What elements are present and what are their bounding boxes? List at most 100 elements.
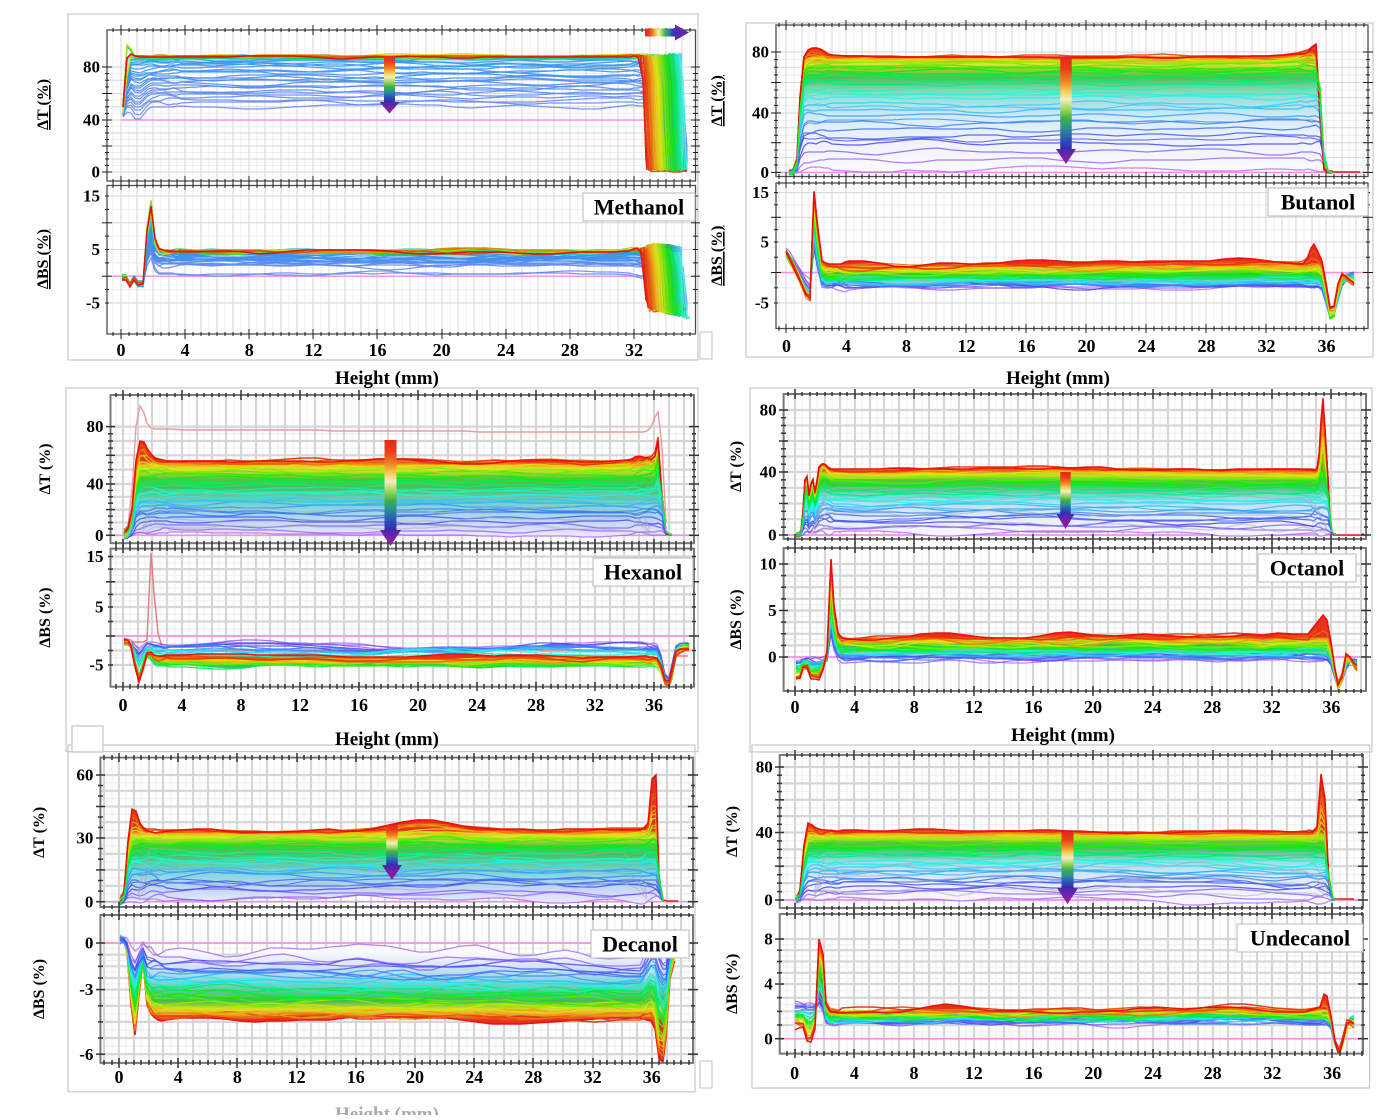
- svg-text:4: 4: [850, 1063, 859, 1083]
- svg-text:28: 28: [524, 1067, 542, 1087]
- svg-text:-6: -6: [79, 1045, 93, 1064]
- svg-text:16: 16: [368, 340, 386, 360]
- svg-text:ΔT (%): ΔT (%): [31, 807, 48, 858]
- svg-text:80: 80: [756, 758, 773, 777]
- svg-text:24: 24: [1144, 1063, 1162, 1083]
- svg-text:32: 32: [586, 695, 604, 715]
- svg-text:4: 4: [181, 340, 190, 360]
- svg-text:28: 28: [561, 340, 579, 360]
- svg-text:0: 0: [761, 163, 770, 182]
- svg-text:ΔT (%): ΔT (%): [709, 75, 726, 126]
- svg-text:4: 4: [842, 336, 851, 356]
- svg-text:-3: -3: [79, 980, 93, 999]
- svg-text:4: 4: [174, 1067, 183, 1087]
- svg-text:80: 80: [83, 58, 100, 77]
- svg-text:12: 12: [965, 1063, 983, 1083]
- svg-text:28: 28: [1204, 1063, 1222, 1083]
- svg-text:8: 8: [910, 1063, 919, 1083]
- svg-text:Decanol: Decanol: [602, 931, 678, 956]
- svg-text:ΔT (%): ΔT (%): [37, 443, 54, 494]
- svg-text:ΔT (%): ΔT (%): [35, 79, 52, 130]
- svg-text:24: 24: [497, 340, 515, 360]
- svg-text:-5: -5: [89, 656, 103, 675]
- svg-text:16: 16: [347, 1067, 365, 1087]
- svg-text:20: 20: [1084, 1063, 1102, 1083]
- svg-text:-5: -5: [755, 294, 769, 313]
- svg-text:20: 20: [1084, 697, 1102, 717]
- svg-text:Height (mm): Height (mm): [335, 1104, 439, 1115]
- svg-text:20: 20: [1078, 336, 1096, 356]
- svg-text:40: 40: [87, 475, 104, 494]
- svg-text:40: 40: [752, 104, 769, 123]
- svg-text:0: 0: [117, 340, 126, 360]
- svg-text:28: 28: [1203, 697, 1221, 717]
- svg-text:0: 0: [92, 163, 101, 182]
- svg-text:32: 32: [1263, 697, 1281, 717]
- svg-text:4: 4: [764, 975, 773, 994]
- svg-text:20: 20: [409, 695, 427, 715]
- svg-text:15: 15: [87, 547, 104, 566]
- svg-text:60: 60: [76, 766, 93, 785]
- svg-text:Octanol: Octanol: [1270, 555, 1345, 580]
- svg-text:16: 16: [350, 695, 368, 715]
- svg-text:ΔT (%): ΔT (%): [724, 806, 741, 857]
- svg-text:32: 32: [584, 1067, 602, 1087]
- svg-text:36: 36: [1318, 336, 1336, 356]
- svg-text:36: 36: [645, 695, 663, 715]
- svg-text:36: 36: [1323, 1063, 1341, 1083]
- svg-text:12: 12: [965, 697, 983, 717]
- svg-text:0: 0: [791, 697, 800, 717]
- svg-text:32: 32: [1263, 1063, 1281, 1083]
- svg-text:ΔBS (%): ΔBS (%): [31, 959, 48, 1019]
- svg-text:8: 8: [233, 1067, 242, 1087]
- svg-text:Height (mm): Height (mm): [1011, 725, 1115, 746]
- svg-text:10: 10: [760, 555, 777, 574]
- svg-text:0: 0: [115, 1067, 124, 1087]
- svg-text:80: 80: [752, 43, 769, 62]
- svg-text:4: 4: [178, 695, 187, 715]
- svg-text:15: 15: [83, 187, 100, 206]
- svg-text:ΔBS (%): ΔBS (%): [728, 589, 745, 649]
- svg-text:8: 8: [902, 336, 911, 356]
- svg-text:ΔBS (%): ΔBS (%): [709, 226, 726, 286]
- svg-text:24: 24: [465, 1067, 483, 1087]
- svg-text:Methanol: Methanol: [594, 194, 684, 219]
- svg-text:0: 0: [85, 892, 94, 911]
- svg-text:0: 0: [119, 695, 128, 715]
- svg-text:12: 12: [304, 340, 322, 360]
- svg-text:20: 20: [433, 340, 451, 360]
- svg-text:40: 40: [756, 823, 773, 842]
- svg-text:0: 0: [85, 934, 94, 953]
- svg-text:ΔBS (%): ΔBS (%): [37, 587, 54, 647]
- svg-text:0: 0: [782, 336, 791, 356]
- svg-text:Hexanol: Hexanol: [604, 559, 682, 584]
- svg-text:16: 16: [1018, 336, 1036, 356]
- svg-text:0: 0: [768, 648, 777, 667]
- svg-text:ΔT (%): ΔT (%): [728, 441, 745, 492]
- svg-text:-5: -5: [86, 294, 100, 313]
- svg-text:5: 5: [92, 240, 101, 259]
- svg-text:Height (mm): Height (mm): [335, 368, 439, 389]
- svg-text:0: 0: [790, 1063, 799, 1083]
- svg-text:8: 8: [237, 695, 246, 715]
- svg-text:0: 0: [764, 1029, 773, 1048]
- svg-text:ΔBS (%): ΔBS (%): [35, 229, 52, 289]
- svg-text:Height (mm): Height (mm): [335, 729, 439, 750]
- svg-text:16: 16: [1024, 1063, 1042, 1083]
- svg-text:40: 40: [83, 111, 100, 130]
- svg-text:Undecanol: Undecanol: [1250, 925, 1350, 950]
- svg-text:5: 5: [761, 233, 770, 252]
- svg-text:0: 0: [768, 526, 777, 545]
- svg-text:12: 12: [288, 1067, 306, 1087]
- svg-text:32: 32: [1258, 336, 1276, 356]
- svg-text:36: 36: [1322, 697, 1340, 717]
- svg-text:20: 20: [406, 1067, 424, 1087]
- svg-text:40: 40: [760, 463, 777, 482]
- svg-text:12: 12: [958, 336, 976, 356]
- svg-text:0: 0: [95, 526, 104, 545]
- svg-text:80: 80: [760, 401, 777, 420]
- svg-text:Butanol: Butanol: [1281, 189, 1356, 214]
- svg-text:24: 24: [1138, 336, 1156, 356]
- svg-text:28: 28: [527, 695, 545, 715]
- svg-text:8: 8: [245, 340, 254, 360]
